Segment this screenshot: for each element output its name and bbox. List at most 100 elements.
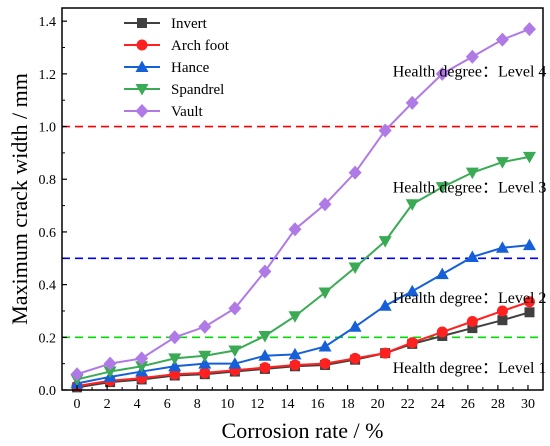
- legend-swatch-marker: [137, 18, 147, 28]
- x-tick-label: 24: [431, 397, 445, 412]
- series-line: [76, 300, 530, 388]
- x-tick-label: 20: [371, 397, 385, 412]
- data-point: [522, 151, 536, 164]
- data-point: [289, 359, 301, 371]
- data-point: [103, 356, 117, 371]
- x-tick-label: 10: [220, 397, 234, 412]
- data-point: [258, 349, 272, 361]
- x-axis-title: Corrosion rate / %: [222, 418, 384, 443]
- x-tick-label: 6: [164, 397, 171, 412]
- health-degree-annotation: Health degree：Level 4: [393, 63, 547, 80]
- data-point: [405, 199, 419, 211]
- series-hance: [70, 238, 536, 389]
- series-spandrel: [70, 151, 536, 386]
- axis-ticks: 0 2 4 6 8 10 12 14 16 18 20 22 24 26 28 300.00.20.40.60…: [39, 15, 535, 412]
- x-tick-label: 18: [341, 397, 355, 412]
- legend-label: Invert: [171, 16, 208, 32]
- data-point: [318, 340, 332, 352]
- series-line: [76, 244, 530, 385]
- data-point: [379, 347, 391, 359]
- health-degree-annotation: Health degree：Level 2: [393, 290, 547, 307]
- data-point: [406, 337, 418, 349]
- data-point: [497, 315, 508, 326]
- data-point: [524, 307, 535, 318]
- data-point: [348, 165, 362, 180]
- data-point: [467, 323, 478, 334]
- data-point: [522, 22, 536, 37]
- data-point: [378, 299, 392, 311]
- data-point: [198, 319, 212, 334]
- series-vault: [70, 22, 536, 382]
- annotations: Health degree：Level 4 Health degree：Level…: [393, 63, 547, 376]
- data-point: [135, 351, 149, 366]
- data-point: [496, 305, 508, 317]
- data-point: [378, 236, 392, 248]
- data-point: [70, 367, 84, 382]
- data-point: [288, 311, 302, 323]
- data-point: [198, 350, 212, 363]
- data-point: [435, 182, 449, 194]
- series-line: [76, 311, 530, 389]
- data-point: [349, 352, 361, 364]
- data-point: [258, 330, 272, 343]
- data-point: [522, 238, 536, 251]
- legend-label: Arch foot: [171, 38, 230, 54]
- legend-swatch-marker: [136, 39, 148, 51]
- series-layer: [70, 22, 536, 393]
- threshold-lines: [62, 125, 543, 339]
- x-tick-label: 30: [521, 397, 535, 412]
- data-point: [258, 264, 272, 279]
- data-point: [495, 32, 509, 47]
- data-point: [348, 262, 362, 274]
- legend-item: Hance: [124, 60, 210, 76]
- legend: Invert Arch foot Hance Spandrel Vault: [124, 16, 230, 120]
- x-tick-label: 0: [74, 397, 81, 412]
- data-point: [435, 66, 449, 81]
- data-point: [168, 330, 182, 345]
- data-point: [135, 361, 149, 373]
- data-point: [168, 353, 182, 365]
- y-tick-label: 1.0: [39, 121, 57, 136]
- series-line: [76, 28, 530, 376]
- x-tick-label: 22: [401, 397, 415, 412]
- data-point: [465, 167, 479, 180]
- legend-swatch-marker: [135, 84, 149, 96]
- data-point: [465, 49, 479, 64]
- data-point: [466, 316, 478, 328]
- data-point: [228, 301, 242, 316]
- x-tick-label: 12: [250, 397, 264, 412]
- data-point: [523, 296, 535, 308]
- data-point: [228, 357, 242, 369]
- data-point: [103, 366, 117, 379]
- x-tick-label: 2: [104, 397, 111, 412]
- health-degree-annotation: Health degree：Level 1: [393, 360, 547, 377]
- data-point: [378, 123, 392, 138]
- data-point: [169, 368, 181, 380]
- data-point: [168, 359, 182, 372]
- data-point: [288, 347, 302, 360]
- x-tick-label: 28: [491, 397, 505, 412]
- legend-label: Vault: [171, 104, 203, 120]
- x-tick-label: 16: [311, 397, 325, 412]
- x-tick-label: 14: [280, 397, 294, 412]
- data-point: [465, 250, 479, 262]
- y-tick-label: 1.2: [39, 68, 57, 83]
- data-point: [199, 367, 211, 379]
- y-axis-title: Maximum crack width / mm: [7, 73, 32, 325]
- y-tick-label: 0.2: [39, 331, 57, 346]
- data-point: [435, 267, 449, 280]
- x-tick-label: 26: [461, 397, 475, 412]
- legend-swatch-marker: [135, 104, 149, 118]
- x-tick-label: 4: [134, 397, 141, 412]
- legend-label: Hance: [171, 60, 210, 76]
- data-point: [228, 345, 242, 357]
- series-line: [76, 155, 530, 381]
- legend-item: Spandrel: [124, 82, 224, 98]
- data-point: [405, 284, 419, 297]
- data-point: [495, 157, 509, 169]
- data-point: [436, 326, 448, 338]
- y-tick-label: 0.6: [39, 226, 57, 241]
- data-point: [318, 287, 332, 300]
